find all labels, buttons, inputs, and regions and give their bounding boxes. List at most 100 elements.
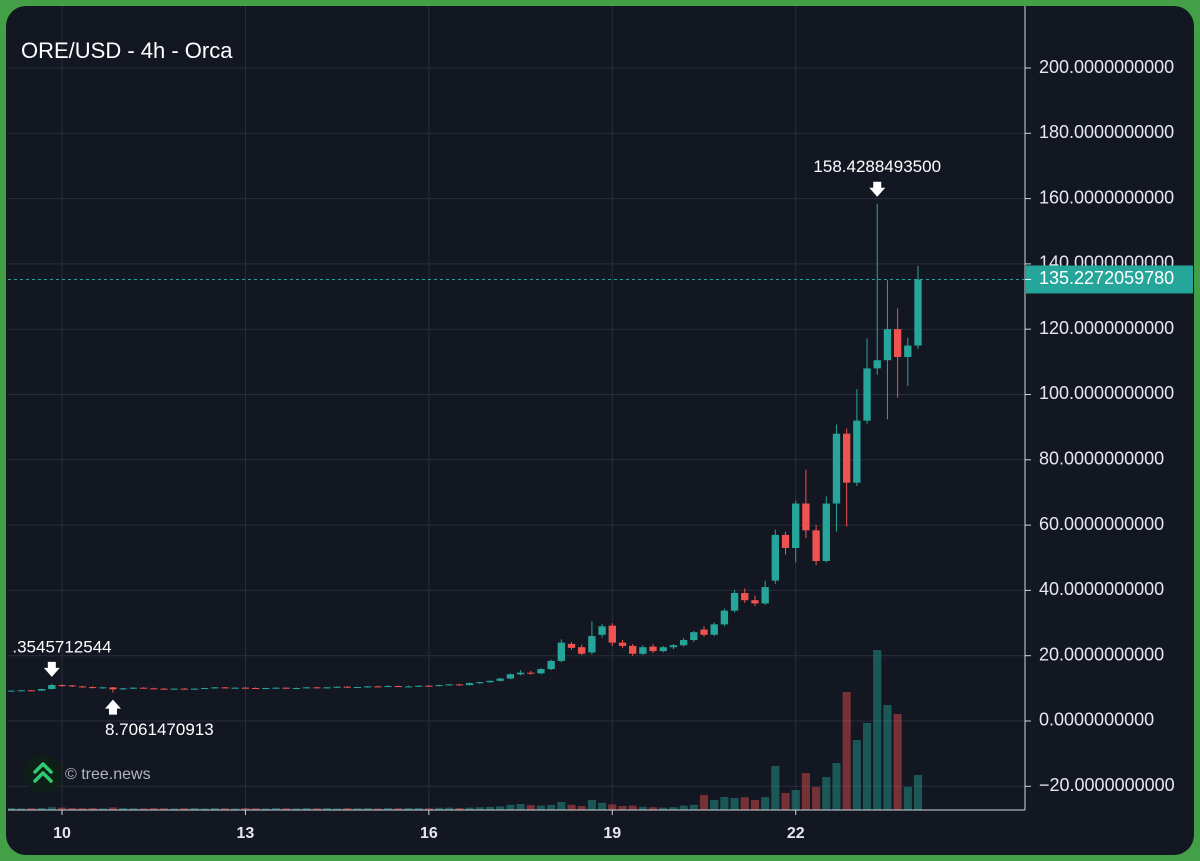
volume-bar xyxy=(282,808,291,810)
candle-body xyxy=(221,687,229,689)
candle-body xyxy=(863,368,871,421)
volume-bar xyxy=(292,808,301,810)
volume-bar xyxy=(220,808,230,810)
volume-bar xyxy=(302,808,311,810)
candle-body xyxy=(537,669,545,674)
candle-body xyxy=(893,329,902,357)
volume-bar xyxy=(27,808,36,810)
volume-bar xyxy=(740,797,749,810)
candle-body xyxy=(690,632,698,641)
volume-bar xyxy=(139,808,148,810)
volume-bar xyxy=(88,808,97,810)
candle-body xyxy=(598,626,606,635)
volume-bar xyxy=(384,808,393,810)
candle-body xyxy=(190,688,199,690)
candle-body xyxy=(547,660,555,670)
candle-body xyxy=(527,672,535,674)
volume-bar xyxy=(251,808,260,810)
candle-body xyxy=(832,433,841,504)
candle-body xyxy=(578,647,586,654)
volume-bar xyxy=(618,806,627,810)
axes: 200.0000000000180.0000000000160.00000000… xyxy=(8,57,1193,842)
volume-bar xyxy=(496,806,505,810)
volume-bar xyxy=(404,808,413,810)
volume-bar xyxy=(801,773,810,810)
candle-body xyxy=(802,503,810,531)
volume-bar xyxy=(129,808,138,810)
candle-body xyxy=(37,689,46,691)
candle-body xyxy=(313,687,321,689)
volume-bar xyxy=(832,763,841,810)
volume-bar xyxy=(333,808,342,810)
volume-bar xyxy=(903,787,912,810)
volume-layer xyxy=(8,650,923,810)
candle-body xyxy=(99,687,107,689)
volume-bar xyxy=(638,806,647,810)
candle-body xyxy=(150,688,158,690)
x-tick-label: 13 xyxy=(237,825,255,842)
volume-bar xyxy=(465,807,474,810)
volume-bar xyxy=(822,777,831,810)
watermark: © tree.news xyxy=(65,766,151,783)
volume-bar xyxy=(424,808,433,810)
candle-body xyxy=(27,690,36,692)
candle-body xyxy=(853,420,861,483)
volume-bar xyxy=(659,807,668,810)
volume-bar xyxy=(353,808,362,810)
y-tick-label: 20.0000000000 xyxy=(1039,644,1164,664)
candle-body xyxy=(618,642,627,646)
candle-body xyxy=(669,645,678,648)
candle-body xyxy=(282,687,290,689)
y-tick-label: 160.0000000000 xyxy=(1039,187,1174,207)
x-tick-label: 10 xyxy=(53,825,71,842)
volume-bar xyxy=(791,790,800,810)
volume-bar xyxy=(159,808,168,810)
candle-body xyxy=(251,688,260,690)
volume-bar xyxy=(37,808,46,810)
volume-bar xyxy=(108,807,118,810)
candle-body xyxy=(343,686,352,688)
x-tick-label: 16 xyxy=(420,825,438,842)
volume-bar xyxy=(8,808,16,810)
volume-bar xyxy=(689,804,698,810)
candle-body xyxy=(394,686,402,688)
volume-bar xyxy=(720,797,729,810)
annotation-label: .3545712544 xyxy=(12,637,111,656)
candle-body xyxy=(364,686,372,688)
volume-bar xyxy=(587,800,596,810)
candle-body xyxy=(771,534,780,581)
volume-bar xyxy=(373,808,382,810)
y-tick-label: 100.0000000000 xyxy=(1039,383,1174,403)
candle-body xyxy=(170,688,178,690)
candle-body xyxy=(353,687,362,689)
candle-body xyxy=(842,433,851,483)
annotation-label: 8.7061470913 xyxy=(105,720,214,739)
volume-bar xyxy=(149,808,158,810)
candle-body xyxy=(476,682,484,684)
volume-bar xyxy=(414,808,423,810)
candle-body xyxy=(588,636,596,653)
y-tick-label: 60.0000000000 xyxy=(1039,514,1164,534)
candle-body xyxy=(333,686,341,688)
volume-bar xyxy=(78,808,87,810)
volume-bar xyxy=(475,807,484,810)
candle-body xyxy=(68,685,76,687)
candle-body xyxy=(516,672,525,675)
volume-bar xyxy=(669,807,678,810)
candle-body xyxy=(302,687,311,689)
candle-body xyxy=(160,688,168,690)
y-tick-label: 0.0000000000 xyxy=(1039,710,1154,730)
volume-bar xyxy=(883,705,892,810)
candle-body xyxy=(88,687,97,689)
candle-body xyxy=(17,690,25,692)
volume-bar xyxy=(547,804,556,810)
candle-body xyxy=(231,687,239,689)
chart-title: ORE/USD - 4h - Orca xyxy=(21,38,233,63)
volume-bar xyxy=(536,805,546,810)
volume-bar xyxy=(730,798,739,810)
volume-bar xyxy=(241,808,250,810)
chart-panel xyxy=(6,6,1194,855)
volume-bar xyxy=(812,787,821,810)
volume-bar xyxy=(119,808,128,810)
volume-bar xyxy=(893,714,902,810)
